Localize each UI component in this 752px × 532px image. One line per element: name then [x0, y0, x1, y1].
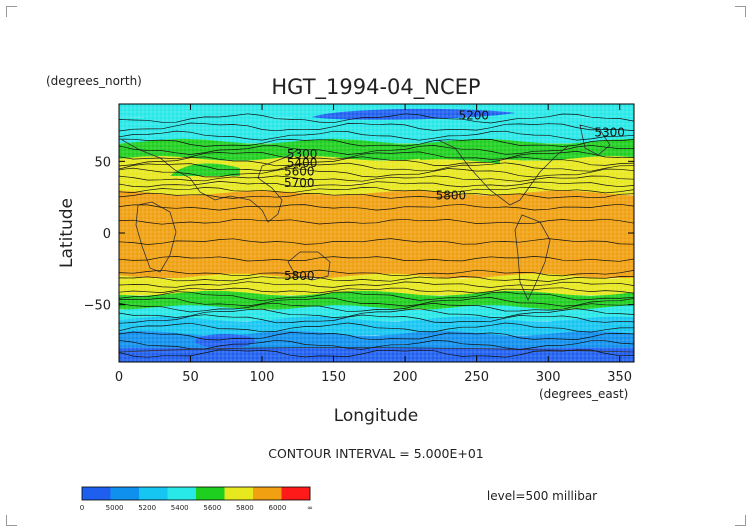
coastline-north-america: [437, 139, 569, 206]
contour-line: [119, 203, 634, 211]
heatmap-band: [119, 190, 634, 278]
contour-line: [119, 192, 634, 199]
colorbar-tick-label: ∞: [307, 504, 313, 512]
contour-line: [119, 302, 634, 313]
contour-line: [119, 291, 634, 302]
contour-line: [119, 297, 634, 307]
heatmap-band: [119, 316, 634, 336]
x-tick-label: 300: [536, 370, 561, 385]
crop-mark-bottom-right: [735, 515, 746, 526]
contour-line: [119, 144, 634, 155]
y-tick-label: 50: [94, 155, 111, 170]
y-axis-ticks: 50 0 −50: [84, 155, 634, 314]
x-tick-label: 200: [393, 370, 418, 385]
contour-line: [119, 218, 634, 225]
low-patch-south: [195, 334, 255, 348]
colorbar-tick-label: 5400: [171, 504, 189, 512]
contour-label: 5300: [287, 147, 318, 161]
contour-line: [119, 167, 634, 178]
coastline-south-america: [514, 214, 551, 301]
contour-line: [119, 162, 634, 172]
contour-line: [119, 181, 634, 188]
colorbar-swatch: [110, 487, 140, 500]
x-tick-label: 250: [464, 370, 489, 385]
contour-line: [119, 276, 634, 282]
chart-title: HGT_1994-04_NCEP: [271, 75, 480, 100]
contour-label: 5200: [459, 108, 490, 122]
contour-line: [119, 339, 634, 350]
x-axis-ticks: 0 50 100 150 200 250 300 350: [115, 104, 632, 385]
coastline-greenland: [579, 124, 611, 156]
level-text: level=500 millibar: [487, 489, 597, 503]
colorbar-tick-label: 5800: [236, 504, 254, 512]
x-tick-label: 350: [607, 370, 632, 385]
contour-line: [119, 122, 634, 132]
y-units-label: (degrees_north): [46, 74, 142, 88]
colorbar-tick-label: 0: [80, 504, 84, 512]
y-axis-label: Latitude: [57, 198, 77, 268]
x-tick-label: 150: [321, 370, 346, 385]
colorbar-tick-label: 6000: [269, 504, 287, 512]
contour-line: [119, 175, 634, 182]
contour-line: [119, 156, 634, 167]
contour-lines: [119, 113, 634, 358]
x-units-label: (degrees_east): [539, 387, 628, 401]
coastline-antarctica: [119, 347, 634, 353]
x-tick-label: 0: [115, 370, 123, 385]
crop-mark-bottom-left: [6, 515, 17, 526]
colorbar-frame: [81, 486, 311, 501]
heatmap-band: [119, 138, 634, 161]
contour-line: [119, 151, 634, 160]
colorbar-swatch: [82, 487, 111, 500]
heatmap-band: [119, 273, 634, 296]
coastline-eurasia: [121, 139, 299, 223]
x-tick-label: 50: [182, 370, 199, 385]
heatmap-bands: [119, 104, 634, 362]
contour-line: [119, 256, 634, 262]
contour-line: [119, 130, 634, 141]
crop-mark-top-left: [6, 6, 17, 17]
contour-line: [119, 331, 634, 341]
contour-label: 5800: [284, 269, 315, 283]
contour-line: [119, 138, 634, 147]
crop-mark-top-right: [735, 6, 746, 17]
contour-line: [119, 238, 634, 245]
colorbar-swatch: [167, 487, 197, 500]
colorbar-swatch: [253, 487, 282, 500]
contour-interval-text: CONTOUR INTERVAL = 5.000E+01: [268, 446, 484, 461]
y-tick-label: 0: [103, 227, 111, 242]
contour-line: [119, 349, 634, 358]
ridge-patch: [170, 163, 240, 176]
contour-line: [119, 113, 634, 124]
colorbar: 0 5000 5200 5400 5600 5800 6000 ∞: [80, 486, 313, 512]
contour-label: 5400: [287, 156, 318, 170]
colorbar-swatch: [196, 487, 225, 500]
coastline-australia: [287, 251, 331, 281]
contour-line: [119, 308, 634, 318]
contour-label: 5800: [436, 189, 467, 203]
heatmap-band: [119, 290, 634, 310]
colorbar-tick-label: 5600: [203, 504, 221, 512]
contour-line: [119, 322, 634, 333]
contour-line: [119, 187, 634, 194]
colorbar-swatch: [224, 487, 254, 500]
contour-line: [119, 314, 634, 324]
contour-line: [119, 287, 634, 294]
y-tick-label: −50: [84, 299, 111, 314]
contour-line: [119, 269, 634, 277]
contour-label: 5700: [284, 176, 315, 190]
colorbar-swatch: [139, 487, 168, 500]
colorbar-tick-label: 5000: [106, 504, 124, 512]
contour-label: 5300: [594, 126, 625, 140]
x-axis-label: Longitude: [334, 406, 419, 426]
colorbar-swatch: [281, 487, 311, 500]
colorbar-tick-label: 5200: [138, 504, 156, 512]
contour-label: 5600: [284, 164, 315, 178]
x-tick-label: 100: [250, 370, 275, 385]
contour-line: [119, 281, 634, 288]
